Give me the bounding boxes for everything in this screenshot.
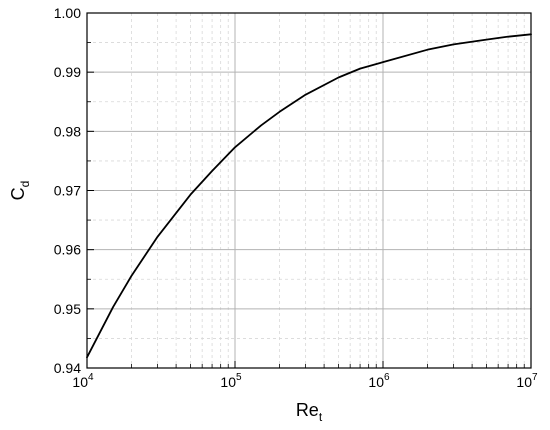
x-axis-label-main: Re <box>296 400 319 420</box>
x-tick-label: 107 <box>516 372 538 390</box>
series-line <box>86 33 532 359</box>
grid-layer <box>86 12 532 369</box>
y-axis-label-sub: d <box>18 181 32 188</box>
x-axis-label-sub: t <box>319 410 323 424</box>
x-tick-label-base: 10 <box>220 374 236 390</box>
y-axis-label: Cd <box>8 181 32 201</box>
x-axis-label: Ret <box>296 400 323 424</box>
y-tick-label: 0.98 <box>54 123 81 139</box>
x-tick-label-base: 10 <box>72 374 88 390</box>
y-tick-label: 0.95 <box>54 301 81 317</box>
y-tick-label: 0.96 <box>54 242 81 258</box>
x-tick-label-exponent: 6 <box>384 372 390 383</box>
x-tick-label-exponent: 5 <box>236 372 242 383</box>
y-tick-label: 1.00 <box>54 5 81 21</box>
x-tick-label: 105 <box>220 372 242 390</box>
x-tick-label-exponent: 7 <box>532 372 538 383</box>
x-tick-label: 104 <box>72 372 94 390</box>
x-tick-label: 106 <box>368 372 390 390</box>
y-tick-label: 0.99 <box>54 64 81 80</box>
y-axis-label-main: C <box>8 187 28 200</box>
y-tick-label: 0.97 <box>54 183 81 199</box>
x-tick-label-base: 10 <box>368 374 384 390</box>
y-tick-label: 0.94 <box>54 360 81 376</box>
series-layer <box>86 33 532 359</box>
x-tick-label-exponent: 4 <box>88 372 94 383</box>
x-tick-label-base: 10 <box>516 374 532 390</box>
plot-frame <box>86 12 532 369</box>
